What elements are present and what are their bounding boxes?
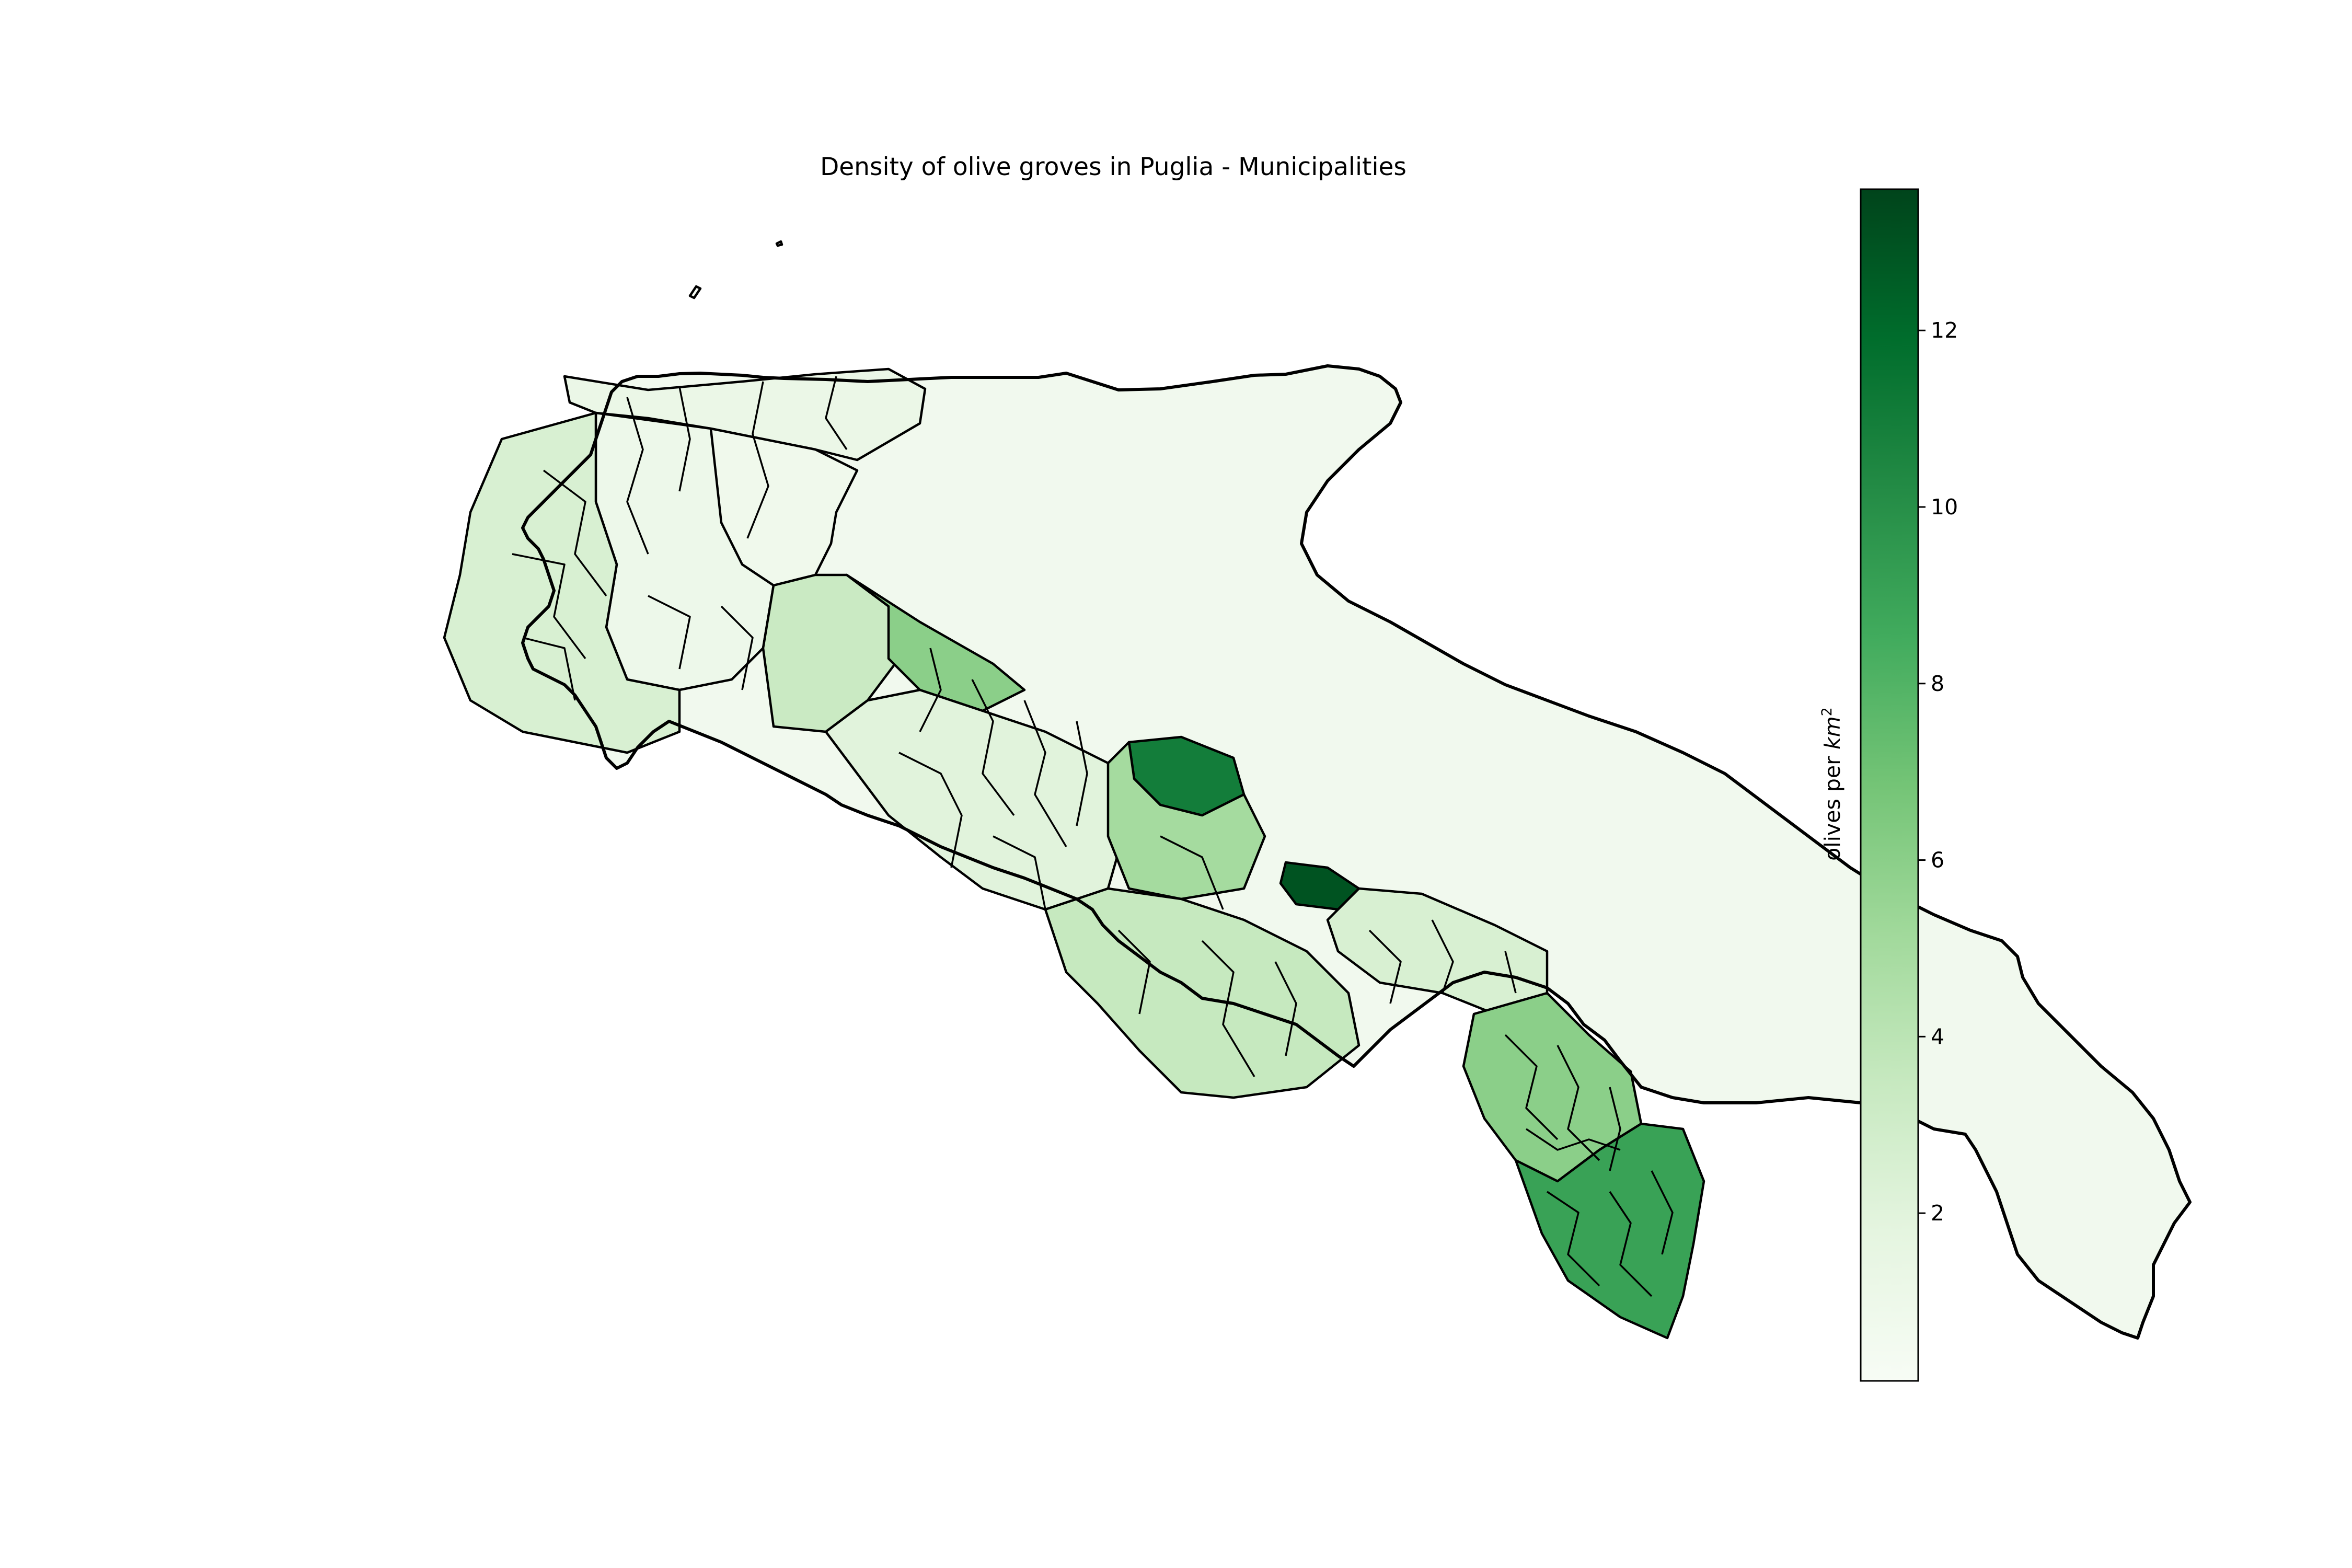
municipality-border [1504, 951, 1517, 994]
municipality-border [1609, 1191, 1653, 1297]
municipality-border [1526, 1128, 1621, 1151]
municipality-border [1547, 1191, 1600, 1287]
colorbar-gradient [1860, 188, 1919, 1382]
municipality-border [1431, 919, 1454, 994]
municipality-border [919, 648, 942, 732]
municipality-border [993, 835, 1046, 910]
municipality-border [720, 605, 754, 690]
colorbar-ticks: 2 4 6 8 10 12 [1918, 318, 1958, 1226]
tremiti-island [688, 285, 702, 299]
colorbar-tick-label: 12 [1931, 318, 1958, 343]
municipality-zone[interactable] [1106, 741, 1266, 901]
municipality-border [1557, 1045, 1600, 1161]
puglia-choropleth-map [443, 240, 2192, 1340]
municipality-border [678, 386, 691, 492]
puglia-outline [521, 364, 2192, 1340]
tremiti-island [775, 240, 783, 247]
municipality-border [1651, 1170, 1674, 1255]
municipality-border [522, 637, 576, 701]
colorbar-tick-label: 2 [1931, 1201, 1944, 1226]
municipality-border [543, 469, 607, 597]
municipality-border [1160, 835, 1224, 910]
municipality-border [1201, 940, 1255, 1077]
colorbar-tick-label: 6 [1931, 848, 1944, 873]
municipality-border [512, 553, 586, 660]
municipality-border [1274, 961, 1297, 1056]
municipality-border [648, 595, 691, 670]
municipality-border [746, 381, 769, 539]
municipality-zone[interactable] [762, 573, 901, 733]
municipality-border [1504, 1034, 1559, 1140]
municipality-border [1368, 929, 1402, 1004]
colorbar-tick-label: 4 [1931, 1024, 1944, 1049]
municipality-border [898, 752, 963, 868]
municipality-border [971, 679, 1015, 816]
municipality-border [1609, 1087, 1621, 1171]
municipality-border [626, 397, 649, 555]
map-title: Density of olive groves in Puglia - Muni… [820, 153, 1406, 181]
municipality-border [1076, 721, 1088, 826]
municipality-zone[interactable] [1514, 1122, 1705, 1340]
municipality-zone[interactable] [443, 411, 681, 754]
colorbar-tick-label: 10 [1931, 494, 1958, 520]
colorbar: 2 4 6 8 10 12 olives per km2 [1819, 188, 1958, 1382]
municipality-zone[interactable] [1044, 887, 1361, 1099]
municipality-border [1117, 929, 1151, 1014]
colorbar-tick-label: 8 [1931, 671, 1944, 696]
colorbar-label: olives per km2 [1819, 707, 1845, 861]
municipality-border [825, 376, 848, 450]
municipality-border [1023, 700, 1067, 847]
